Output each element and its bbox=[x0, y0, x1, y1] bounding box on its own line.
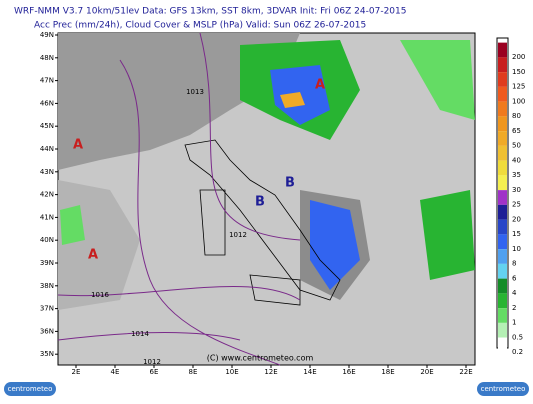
lat-label: 48N bbox=[40, 54, 54, 62]
lat-label: 40N bbox=[40, 236, 54, 244]
lat-label: 46N bbox=[40, 99, 54, 107]
cloud bbox=[58, 33, 300, 170]
logo-badge bbox=[477, 382, 529, 396]
header-line: WRF-NMM V3.7 10km/51lev Data: GFS 13km, … bbox=[14, 7, 406, 17]
colorbar-label: 200 bbox=[512, 53, 525, 61]
lat-label: 43N bbox=[40, 168, 54, 176]
colorbar-label: 20 bbox=[512, 215, 521, 223]
colorbar-label: 15 bbox=[512, 230, 521, 238]
lon-label: 4E bbox=[111, 368, 120, 376]
colorbar-swatch bbox=[498, 131, 507, 146]
colorbar-swatch bbox=[498, 293, 507, 309]
colorbar-swatch bbox=[498, 190, 507, 205]
lat-label: 45N bbox=[40, 122, 54, 130]
lat-label: 39N bbox=[40, 259, 54, 267]
map-area bbox=[57, 32, 476, 366]
colorbar-label: 0.5 bbox=[512, 333, 523, 341]
colorbar-label: 4 bbox=[512, 289, 517, 297]
colorbar-label: 125 bbox=[512, 83, 525, 91]
logo-badge bbox=[4, 382, 56, 396]
colorbar-swatch bbox=[498, 263, 507, 279]
colorbar-label: 0.2 bbox=[512, 348, 523, 356]
precip bbox=[60, 205, 85, 245]
lon-label: 18E bbox=[381, 368, 394, 376]
colorbar-swatch bbox=[498, 175, 507, 191]
colorbar-swatch bbox=[498, 278, 507, 294]
colorbar-swatch bbox=[498, 337, 507, 353]
lon-label: 6E bbox=[150, 368, 159, 376]
logo: centrometeo centrometeo bbox=[4, 382, 529, 396]
colorbar-swatch bbox=[498, 72, 507, 87]
pressure-center: A bbox=[73, 138, 83, 153]
precip bbox=[420, 190, 475, 280]
colorbar-label: 40 bbox=[512, 156, 521, 164]
colorbar-swatch bbox=[498, 116, 507, 132]
lon-label: 22E bbox=[459, 368, 472, 376]
colorbar-label: 80 bbox=[512, 112, 521, 120]
lat-label: 44N bbox=[40, 145, 54, 153]
isobar-label: 1014 bbox=[131, 330, 149, 338]
pressure-center: A bbox=[88, 248, 98, 263]
precip bbox=[400, 40, 475, 120]
colorbar-label: 25 bbox=[512, 201, 521, 209]
isobar bbox=[57, 32, 301, 366]
colorbar-swatch bbox=[498, 160, 507, 176]
colorbar-label: 100 bbox=[512, 97, 525, 105]
colorbar-swatch bbox=[498, 219, 507, 235]
lat-label: 41N bbox=[40, 213, 54, 221]
precip bbox=[310, 200, 360, 290]
lon-label: 10E bbox=[225, 368, 238, 376]
lon-label: 16E bbox=[342, 368, 355, 376]
pressure-center: A bbox=[315, 78, 325, 93]
pressure-center: B bbox=[255, 195, 265, 210]
colorbar-label: 2 bbox=[512, 304, 516, 312]
colorbar-swatch bbox=[498, 57, 507, 73]
colorbar-swatch bbox=[498, 204, 507, 220]
colorbar-label: 65 bbox=[512, 127, 521, 135]
coastline bbox=[184, 139, 341, 306]
isobar-label: 1012 bbox=[229, 231, 247, 239]
lon-label: 12E bbox=[264, 368, 277, 376]
lat-label: 35N bbox=[40, 350, 54, 358]
colorbar-swatch bbox=[498, 308, 507, 323]
colorbar-swatch bbox=[498, 42, 507, 58]
lon-label: 20E bbox=[420, 368, 433, 376]
colorbar-label: 10 bbox=[512, 245, 521, 253]
colorbar-label: 150 bbox=[512, 68, 525, 76]
lat-label: 36N bbox=[40, 327, 54, 335]
lon-label: 2E bbox=[72, 368, 81, 376]
isobar-label: 1013 bbox=[186, 88, 204, 96]
colorbar-label: 35 bbox=[512, 171, 521, 179]
colorbar-label: 30 bbox=[512, 186, 521, 194]
colorbar-label: 1 bbox=[512, 319, 516, 327]
lat-label: 47N bbox=[40, 77, 54, 85]
pressure-center: B bbox=[285, 176, 295, 191]
lat-label: 37N bbox=[40, 305, 54, 313]
colorbar-swatch bbox=[498, 145, 507, 161]
logo-text: centrometeo bbox=[481, 385, 526, 393]
isobar-label: 1012 bbox=[143, 358, 161, 366]
copyright: (C) www.centrometeo.com bbox=[207, 354, 314, 363]
lon-label: 8E bbox=[189, 368, 198, 376]
colorbar-swatch bbox=[498, 322, 507, 338]
colorbar-swatch bbox=[498, 101, 507, 117]
lat-label: 49N bbox=[40, 31, 54, 39]
colorbar-swatch bbox=[498, 249, 507, 264]
header-line: Acc Prec (mm/24h), Cloud Cover & MSLP (h… bbox=[34, 21, 366, 31]
colorbar-swatch bbox=[498, 234, 507, 250]
precip bbox=[280, 92, 305, 108]
colorbar-label: 6 bbox=[512, 274, 517, 282]
logo-text: centrometeo bbox=[8, 385, 53, 393]
colorbar-swatch bbox=[498, 86, 507, 102]
lat-label: 42N bbox=[40, 191, 54, 199]
colorbar-label: 50 bbox=[512, 142, 521, 150]
colorbar-label: 8 bbox=[512, 260, 516, 268]
isobar-label: 1016 bbox=[91, 291, 109, 299]
lon-label: 14E bbox=[303, 368, 316, 376]
lat-label: 38N bbox=[40, 282, 54, 290]
